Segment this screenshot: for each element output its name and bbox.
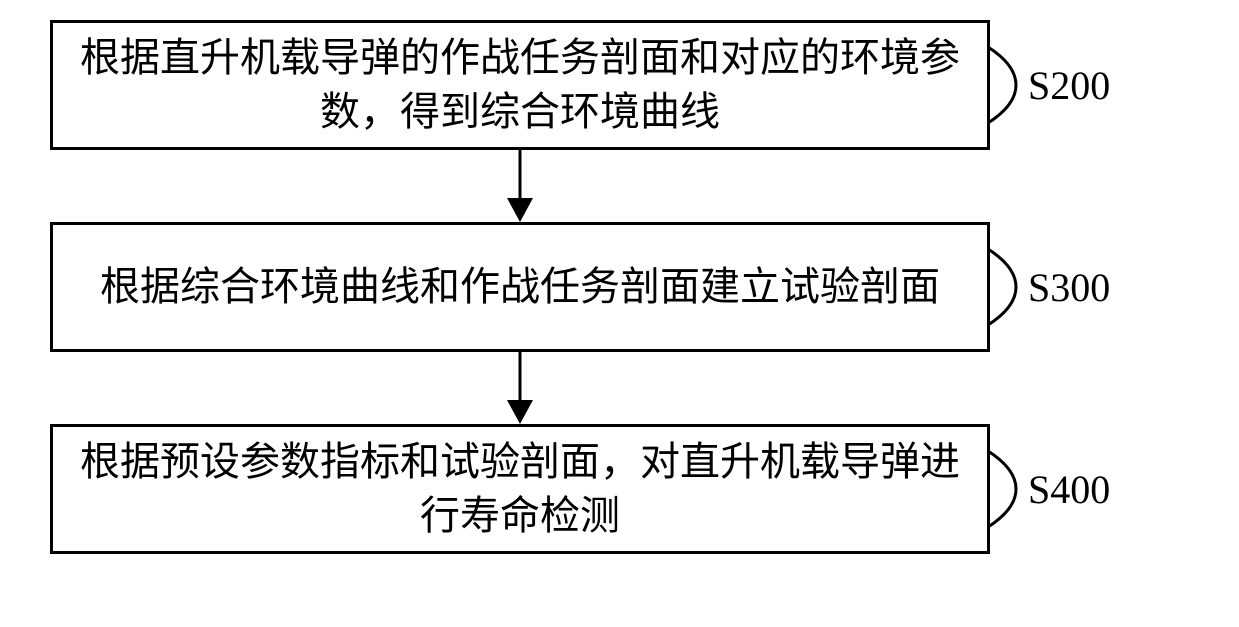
brace-curve-icon (986, 449, 1026, 529)
arrow-down-icon (500, 352, 540, 424)
flow-arrow (50, 150, 990, 222)
flow-step-label: S300 (1028, 264, 1110, 311)
flow-label-wrap: S200 (986, 45, 1110, 125)
flow-box-text: 根据预设参数指标和试验剖面，对直升机载导弹进行寿命检测 (73, 435, 967, 543)
flow-step-label: S400 (1028, 466, 1110, 513)
flow-label-wrap: S300 (986, 247, 1110, 327)
flow-box-text: 根据综合环境曲线和作战任务剖面建立试验剖面 (100, 260, 940, 314)
flow-label-wrap: S400 (986, 449, 1110, 529)
flow-box-text: 根据直升机载导弹的作战任务剖面和对应的环境参数，得到综合环境曲线 (73, 31, 967, 139)
flow-box-s400: 根据预设参数指标和试验剖面，对直升机载导弹进行寿命检测 (50, 424, 990, 554)
brace-curve-icon (986, 45, 1026, 125)
arrow-down-icon (500, 150, 540, 222)
flow-node: 根据预设参数指标和试验剖面，对直升机载导弹进行寿命检测 S400 (50, 424, 1190, 554)
flow-arrow (50, 352, 990, 424)
flow-box-s200: 根据直升机载导弹的作战任务剖面和对应的环境参数，得到综合环境曲线 (50, 20, 990, 150)
flow-step-label: S200 (1028, 62, 1110, 109)
flowchart-container: 根据直升机载导弹的作战任务剖面和对应的环境参数，得到综合环境曲线 S200 根据… (50, 20, 1190, 554)
flow-node: 根据综合环境曲线和作战任务剖面建立试验剖面 S300 (50, 222, 1190, 352)
flow-node: 根据直升机载导弹的作战任务剖面和对应的环境参数，得到综合环境曲线 S200 (50, 20, 1190, 150)
brace-curve-icon (986, 247, 1026, 327)
flow-box-s300: 根据综合环境曲线和作战任务剖面建立试验剖面 (50, 222, 990, 352)
